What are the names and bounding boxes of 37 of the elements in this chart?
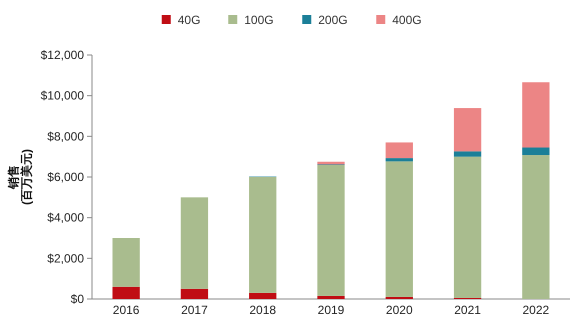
bar <box>112 286 140 299</box>
x-tick-label: 2020 <box>386 303 413 317</box>
bar <box>454 151 482 157</box>
x-tick-label: 2018 <box>249 303 276 317</box>
y-tick-label: $6,000 <box>47 170 84 184</box>
bar <box>180 197 208 289</box>
y-tick-label: $12,000 <box>40 48 84 62</box>
bar <box>386 158 413 162</box>
bar <box>249 292 276 299</box>
legend-label: 200G <box>318 13 348 27</box>
x-tick-label: 2016 <box>112 303 140 317</box>
y-tick-label: $0 <box>70 292 84 306</box>
bar <box>112 238 140 287</box>
x-tick-label: 2019 <box>318 303 345 317</box>
legend-label: 400G <box>392 13 422 27</box>
y-tick-label: $8,000 <box>47 129 84 144</box>
bar <box>454 156 482 298</box>
bar <box>454 108 482 152</box>
bar <box>317 296 345 299</box>
bar <box>317 162 345 164</box>
bar <box>522 82 550 148</box>
bar <box>386 142 413 158</box>
bar <box>249 177 276 293</box>
bar <box>522 155 550 299</box>
bar <box>180 288 208 299</box>
bar <box>317 165 345 296</box>
legend-label: 40G <box>178 13 200 27</box>
y-tick-label: $10,000 <box>40 88 84 103</box>
legend-label: 100G <box>244 13 274 27</box>
x-tick-label: 2021 <box>454 303 482 317</box>
y-tick-label: $4,000 <box>47 210 84 225</box>
y-axis-title: 销售 (百万美元) <box>6 149 34 205</box>
x-tick-label: 2017 <box>181 303 208 317</box>
bar <box>386 161 413 297</box>
y-tick-label: $2,000 <box>47 251 84 266</box>
bar <box>522 148 550 156</box>
x-tick-label: 2022 <box>522 303 550 317</box>
